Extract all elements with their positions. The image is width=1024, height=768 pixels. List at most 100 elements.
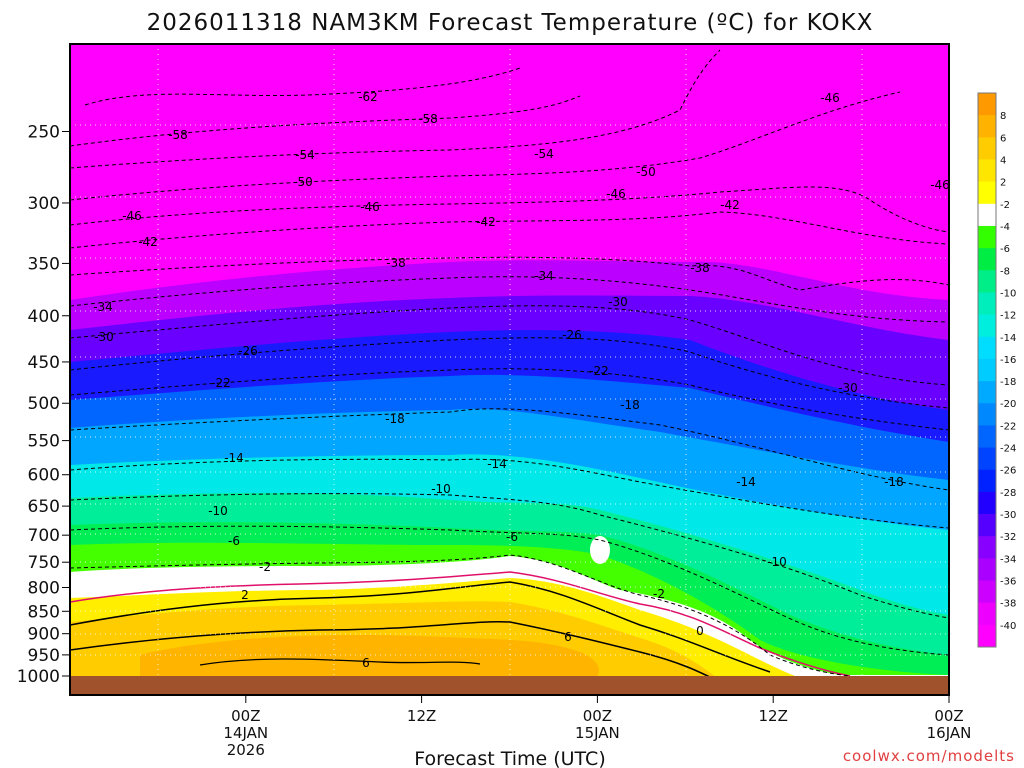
colorbar-label: -28: [1000, 488, 1016, 499]
contour-minus-34: [70, 276, 949, 323]
contour-label: -6: [228, 534, 240, 548]
contour-label: -30: [608, 295, 628, 309]
colorbar-label: -6: [1000, 244, 1010, 255]
contour-minus-42: [70, 211, 949, 249]
colorbar-swatch: [978, 115, 996, 138]
contour-label: -62: [358, 90, 378, 104]
contour-label: -6: [506, 530, 518, 544]
colorbar-label: -14: [1000, 333, 1016, 344]
contour-label: -18: [385, 412, 405, 426]
contour-minus-54: [70, 49, 721, 169]
colorbar-label: -8: [1000, 266, 1010, 277]
colorbar-swatch: [978, 381, 996, 404]
y-tick-label: 250: [28, 122, 60, 142]
colorbar-swatch: [978, 558, 996, 581]
contour-label: -58: [168, 128, 188, 142]
colorbar-swatch: [978, 248, 996, 271]
contour-label: -10: [431, 482, 451, 496]
contour-label: -2: [259, 560, 271, 574]
y-tick-label: 700: [28, 526, 60, 546]
chart-title: 2026011318 NAM3KM Forecast Temperature (…: [147, 10, 874, 36]
x-tick-label: 00Z: [934, 707, 963, 725]
colorbar-label: -2: [1000, 200, 1010, 211]
contour-minus-18: [70, 408, 949, 491]
contour-label: -26: [562, 328, 582, 342]
contour-plus-2: [70, 581, 771, 673]
contour-label: 6: [564, 630, 572, 644]
y-tick-label: 800: [28, 579, 60, 599]
colorbar-swatch: [978, 336, 996, 360]
colorbar-swatch: [978, 624, 996, 648]
x-tick-label: 12Z: [407, 707, 436, 725]
colorbar-label: -4: [1000, 222, 1010, 233]
contour-minus-58: [70, 95, 581, 147]
contour-label: 6: [362, 656, 370, 670]
freezing-line: [70, 571, 851, 677]
x-tick-label: 16JAN: [927, 724, 972, 742]
colorbar-swatch: [978, 314, 996, 338]
y-tick-label: 400: [28, 307, 60, 327]
x-tick-label: 2026: [227, 741, 265, 759]
colorbar-swatch: [978, 93, 996, 116]
x-tick-label: 00Z: [231, 707, 260, 725]
colorbar-swatch: [978, 580, 996, 604]
contour-minus-30: [70, 305, 949, 386]
contour-warm-cell: [199, 658, 481, 666]
colorbar-swatch: [978, 358, 996, 382]
contour-label: -18: [884, 475, 904, 489]
y-tick-label: 500: [28, 394, 60, 414]
x-axis-label: Forecast Time (UTC): [414, 748, 605, 768]
colorbar-label: -16: [1000, 355, 1016, 366]
temperature-field: [70, 44, 949, 695]
colorbar-label: -22: [1000, 421, 1016, 432]
contour-label: -30: [94, 330, 114, 344]
contour-label: -14: [224, 451, 244, 465]
colorbar: 8 6 4 2 -2 -4 -6 -8 -10 -12 -14 -16 -18 -20 -22 -24 -26 -…: [977, 92, 1016, 648]
contour-label: -22: [589, 364, 609, 378]
contour-label: -42: [138, 235, 158, 249]
y-tick-label: 850: [28, 602, 60, 622]
contour-label: -46: [930, 178, 950, 192]
contour-label: -38: [386, 256, 406, 270]
colorbar-label: -24: [1000, 444, 1016, 455]
colorbar-swatch: [978, 203, 996, 227]
y-tick-label: 650: [28, 497, 60, 517]
contour-label: -34: [534, 269, 554, 283]
colorbar-swatch: [978, 536, 996, 559]
contour-label: -54: [534, 147, 554, 161]
contour-minus-2: [70, 554, 851, 677]
contour-label: -10: [767, 555, 787, 569]
warm-spot: [590, 536, 610, 564]
contour-minus-62: [84, 67, 521, 106]
colorbar-label: -26: [1000, 466, 1016, 477]
contour-label: -22: [211, 376, 231, 390]
colorbar-swatch: [978, 447, 996, 471]
contour-label: -46: [360, 200, 380, 214]
colorbar-label: 4: [1000, 155, 1006, 166]
colorbar-label: 6: [1000, 133, 1006, 144]
contour-minus-10: [70, 493, 949, 619]
colorbar-swatch: [978, 403, 996, 426]
y-tick-label: 750: [28, 553, 60, 573]
y-tick-label: 1000: [17, 667, 60, 687]
colorbar-swatch: [978, 270, 996, 293]
colorbar-swatch: [978, 602, 996, 626]
contour-label: -14: [736, 475, 756, 489]
contour-label: -34: [93, 300, 113, 314]
y-tick-label: 600: [28, 466, 60, 486]
y-tick-label: 450: [28, 353, 60, 373]
y-axis: 250 300 350 400 450 500 550 600 650 700 750 800 850 9…: [17, 122, 70, 687]
colorbar-label: -10: [1000, 288, 1016, 299]
contour-label: -42: [720, 198, 740, 212]
colorbar-frame: [977, 92, 997, 648]
contour-label: -58: [418, 112, 438, 126]
colorbar-label: -30: [1000, 510, 1016, 521]
contour-label: -46: [606, 187, 626, 201]
x-tick-label: 15JAN: [575, 724, 620, 742]
colorbar-label: 8: [1000, 111, 1006, 122]
y-tick-label: 350: [28, 254, 60, 274]
colorbar-label: -40: [1000, 621, 1016, 632]
contour-label: -14: [487, 457, 507, 471]
colorbar-swatch: [978, 469, 996, 493]
